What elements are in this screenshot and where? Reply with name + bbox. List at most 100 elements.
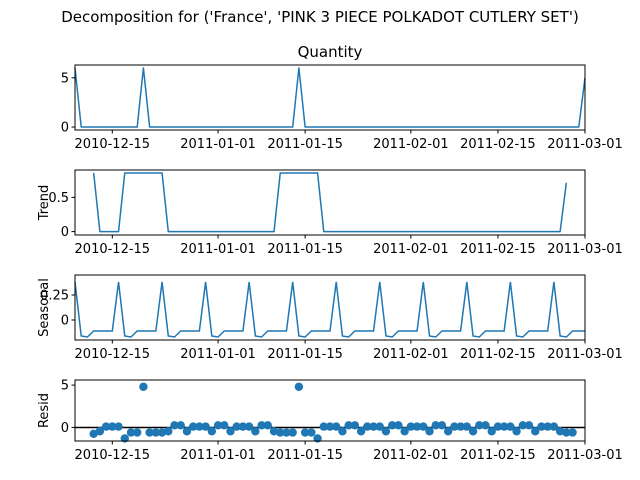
resid-point xyxy=(300,428,310,437)
resid-point xyxy=(412,422,422,431)
x-tick-label: 2011-01-01 xyxy=(180,347,256,362)
resid-point xyxy=(363,422,372,431)
panel-seasonal: Seasonal 0 0.25 2010-12-15 2011-01-01 2011-01… xyxy=(37,274,623,362)
resid-point xyxy=(487,427,496,436)
series-group xyxy=(75,382,585,443)
x-tick-label: 2011-02-01 xyxy=(373,448,449,463)
resid-point xyxy=(114,422,123,431)
resid-point xyxy=(443,427,453,436)
x-tick-label: 2011-01-15 xyxy=(267,347,343,362)
resid-point xyxy=(232,422,241,431)
x-tick-label: 2011-01-15 xyxy=(267,448,343,463)
y-tick-label: 0 xyxy=(61,121,69,136)
figure-title: Decomposition for ('France', 'PINK 3 PIE… xyxy=(61,8,579,26)
resid-point xyxy=(207,427,217,436)
resid-point xyxy=(450,422,459,431)
series-group xyxy=(74,281,585,338)
resid-point xyxy=(481,421,490,430)
resid-point xyxy=(344,421,353,430)
x-tick-label: 2010-12-15 xyxy=(75,448,151,463)
resid-point xyxy=(387,421,397,430)
observed-line xyxy=(74,67,586,128)
resid-point xyxy=(531,427,540,436)
resid-point xyxy=(437,421,447,430)
resid-point xyxy=(425,427,434,436)
x-tick-label: 2011-02-01 xyxy=(373,347,449,362)
trend-line xyxy=(92,172,568,233)
resid-point xyxy=(369,422,378,431)
x-tick-label: 2010-12-15 xyxy=(75,242,151,257)
y-axis-label: Resid xyxy=(37,393,52,428)
x-tick-label: 2011-02-15 xyxy=(460,137,536,152)
resid-point xyxy=(139,382,148,391)
resid-point xyxy=(462,422,472,431)
resid-point xyxy=(164,427,173,436)
x-tick-label: 2011-01-15 xyxy=(267,137,343,152)
resid-point xyxy=(506,422,515,431)
resid-point xyxy=(493,422,503,431)
panel-resid: Resid 0 5 2010-12-15 2011-01-01 2011-01-15 201… xyxy=(37,379,623,463)
resid-point xyxy=(170,421,179,430)
resid-point xyxy=(468,427,478,436)
resid-point xyxy=(400,427,409,436)
resid-point xyxy=(307,428,316,437)
resid-point xyxy=(555,427,565,436)
resid-point xyxy=(375,422,384,431)
resid-point xyxy=(188,422,198,431)
resid-point xyxy=(151,428,161,437)
resid-point xyxy=(381,427,391,436)
series-group xyxy=(74,67,586,128)
resid-point xyxy=(282,428,291,437)
panel-trend: Trend 0 0.5 2010-12-15 2011-01-01 2011-01-15 2… xyxy=(37,169,623,257)
x-tick-label: 2011-01-01 xyxy=(180,448,256,463)
resid-point xyxy=(350,421,360,430)
resid-point xyxy=(276,428,285,437)
resid-point xyxy=(244,422,254,431)
resid-point xyxy=(338,427,347,436)
resid-point xyxy=(319,422,328,431)
resid-point xyxy=(543,422,552,431)
resid-point xyxy=(182,427,192,436)
seasonal-line xyxy=(74,281,585,338)
resid-point xyxy=(176,421,185,430)
resid-point xyxy=(356,427,366,436)
resid-point xyxy=(475,421,484,430)
plot-frame xyxy=(74,169,586,236)
x-tick-label: 2010-12-15 xyxy=(75,137,151,152)
resid-point xyxy=(126,428,136,437)
plot-frame xyxy=(74,64,586,131)
resid-point xyxy=(288,428,297,437)
y-tick-label: 0 xyxy=(61,421,69,436)
resid-point xyxy=(195,422,204,431)
resid-point xyxy=(332,422,341,431)
resid-point xyxy=(213,421,223,430)
resid-point xyxy=(145,428,154,437)
x-tick-label: 2011-03-01 xyxy=(547,242,623,257)
panel-observed: Quantity 0 5 2010-12-15 2011-01-01 2011-01-15… xyxy=(61,43,623,152)
resid-point xyxy=(294,382,304,391)
x-tick-label: 2011-01-15 xyxy=(267,242,343,257)
resid-point xyxy=(226,427,235,436)
x-tick-label: 2011-02-15 xyxy=(460,448,536,463)
resid-point xyxy=(431,421,440,430)
resid-point xyxy=(537,422,546,431)
resid-point xyxy=(325,422,335,431)
y-tick-label: 5 xyxy=(61,71,69,86)
x-tick-label: 2011-01-01 xyxy=(180,137,256,152)
x-tick-label: 2011-02-01 xyxy=(373,242,449,257)
x-tick-label: 2011-02-01 xyxy=(373,137,449,152)
panel-title: Quantity xyxy=(298,43,363,61)
y-tick-label: 0.5 xyxy=(48,191,69,206)
resid-point xyxy=(549,422,559,431)
y-axis-label: Trend xyxy=(37,185,52,222)
resid-point xyxy=(101,422,111,431)
x-tick-label: 2011-03-01 xyxy=(547,347,623,362)
resid-point xyxy=(238,422,248,431)
resid-point xyxy=(518,421,528,430)
resid-point xyxy=(419,422,428,431)
resid-point xyxy=(132,428,142,437)
series-group xyxy=(92,172,568,233)
x-tick-label: 2011-02-15 xyxy=(460,347,536,362)
resid-point xyxy=(394,421,403,430)
